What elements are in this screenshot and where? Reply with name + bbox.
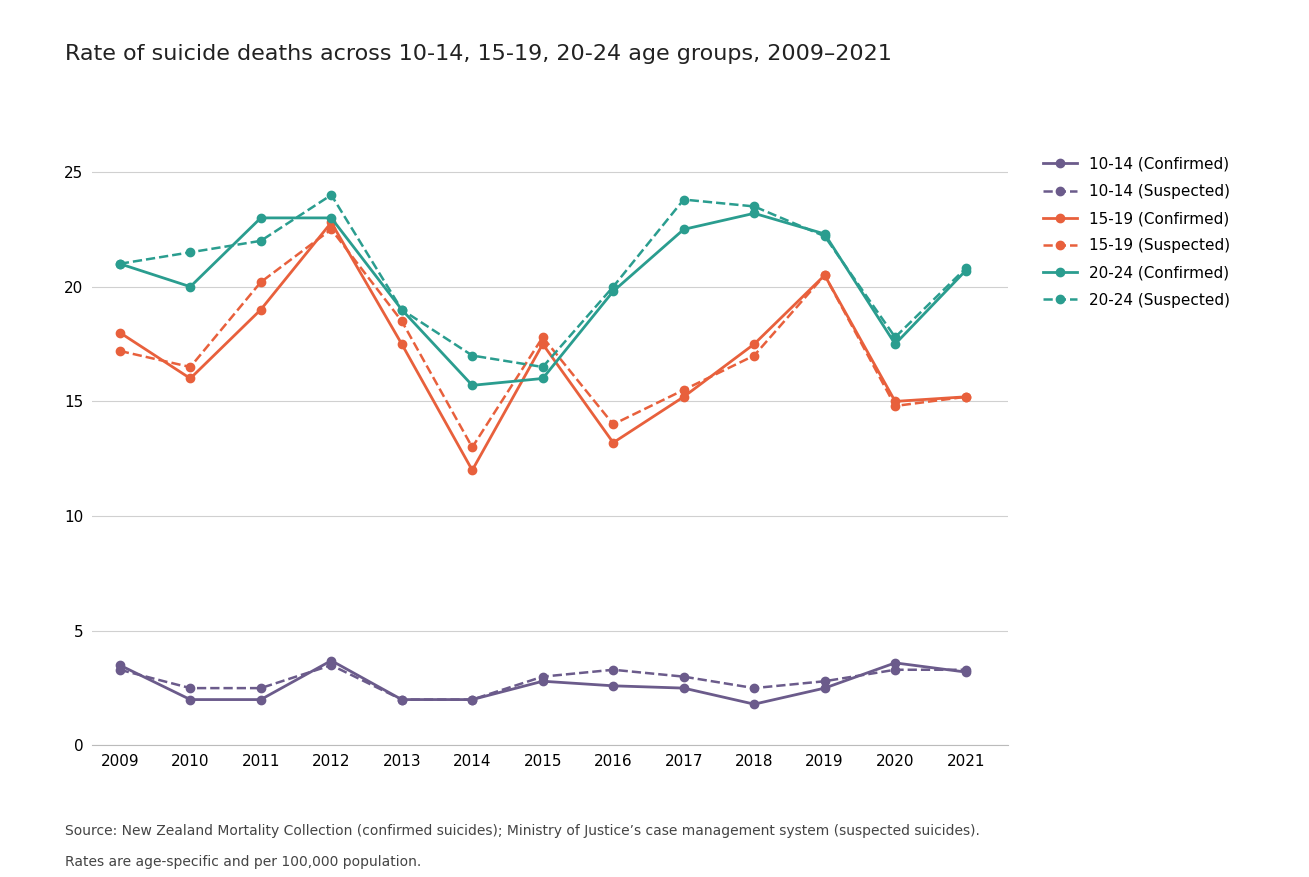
Text: Rate of suicide deaths across 10-14, 15-19, 20-24 age groups, 2009–2021: Rate of suicide deaths across 10-14, 15-… [65, 44, 893, 64]
Text: Rates are age-specific and per 100,000 population.: Rates are age-specific and per 100,000 p… [65, 855, 421, 869]
Legend: 10-14 (Confirmed), 10-14 (Suspected), 15-19 (Confirmed), 15-19 (Suspected), 20-2: 10-14 (Confirmed), 10-14 (Suspected), 15… [1043, 157, 1230, 308]
Text: Source: New Zealand Mortality Collection (confirmed suicides); Ministry of Justi: Source: New Zealand Mortality Collection… [65, 824, 980, 838]
